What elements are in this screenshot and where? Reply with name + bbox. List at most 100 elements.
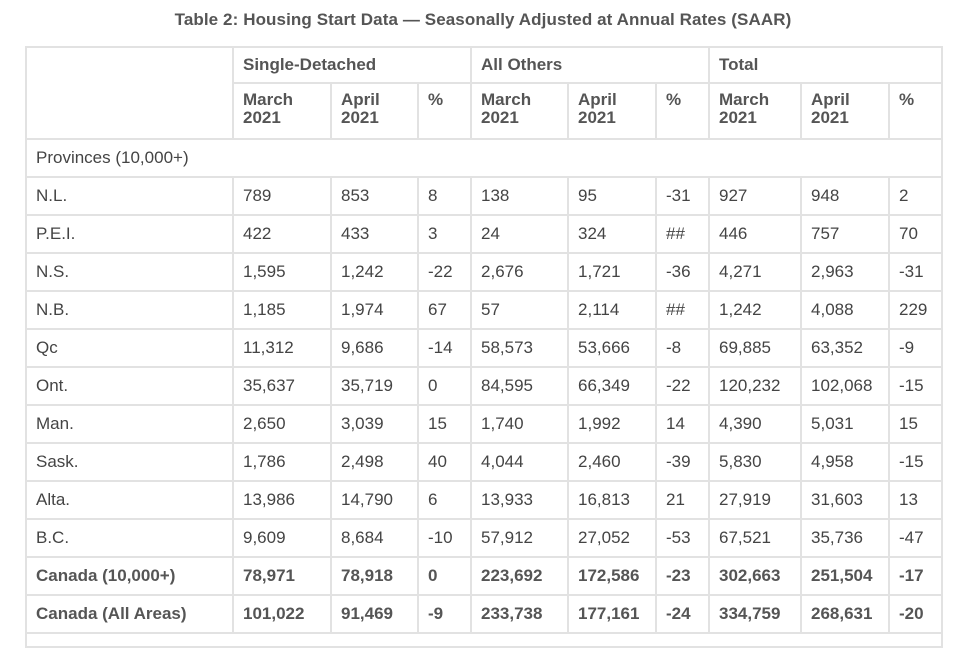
row-label: Alta. xyxy=(25,480,234,520)
table-cell: 24 xyxy=(470,214,570,254)
table-cell: 334,759 xyxy=(708,594,803,634)
period-header: April 2021 xyxy=(800,82,891,140)
period-header: % xyxy=(416,82,473,140)
row-label: Canada (10,000+) xyxy=(25,556,234,596)
table-cell: -24 xyxy=(655,594,711,634)
table-cell: 233,738 xyxy=(470,594,570,634)
table-cell: 422 xyxy=(232,214,332,254)
table-cell: 15 xyxy=(416,404,473,444)
table-cell: 84,595 xyxy=(470,366,570,406)
housing-starts-table: Single-Detached All Others Total March 2… xyxy=(24,46,944,648)
table-cell: 14 xyxy=(655,404,711,444)
table-cell: 2,963 xyxy=(800,252,891,292)
table-cell: ## xyxy=(655,214,711,254)
period-header: March 2021 xyxy=(708,82,803,140)
table-cell: 120,232 xyxy=(708,366,803,406)
table-row: N.B. 1,185 1,974 67 57 2,114 ## 1,242 4,088 229 xyxy=(25,290,944,330)
table-cell: 67 xyxy=(416,290,473,330)
table-cell: 4,958 xyxy=(800,442,891,482)
row-label: P.E.I. xyxy=(25,214,234,254)
table-cell: 1,740 xyxy=(470,404,570,444)
table-cell: -14 xyxy=(416,328,473,368)
table-cell: 66,349 xyxy=(567,366,658,406)
table-cell: 2 xyxy=(888,176,944,216)
table-cell: 268,631 xyxy=(800,594,891,634)
table-cell: -22 xyxy=(655,366,711,406)
table-row: Sask. 1,786 2,498 40 4,044 2,460 -39 5,830 4,958… xyxy=(25,442,944,482)
total-row: Canada (All Areas) 101,022 91,469 -9 233,738… xyxy=(25,594,944,634)
table-cell: 53,666 xyxy=(567,328,658,368)
table-cell: 1,992 xyxy=(567,404,658,444)
table-row: Alta. 13,986 14,790 6 13,933 16,813 21 27,919 31… xyxy=(25,480,944,520)
table-cell: 446 xyxy=(708,214,803,254)
table-cell: 3,039 xyxy=(330,404,419,444)
table-cell: 948 xyxy=(800,176,891,216)
table-cell: 40 xyxy=(416,442,473,482)
table-cell: 9,686 xyxy=(330,328,419,368)
table-cell: 251,504 xyxy=(800,556,891,596)
table-cell: 138 xyxy=(470,176,570,216)
table-cell: 1,786 xyxy=(232,442,332,482)
period-header-label: April 2021 xyxy=(341,90,380,127)
period-header: April 2021 xyxy=(330,82,419,140)
table-row: P.E.I. 422 433 3 24 324 ## 446 757 70 xyxy=(25,214,944,254)
header-group-row: Single-Detached All Others Total xyxy=(25,46,944,140)
table-cell: 91,469 xyxy=(330,594,419,634)
period-header: March 2021 xyxy=(232,82,332,140)
table-cell: 67,521 xyxy=(708,518,803,558)
table-cell: 58,573 xyxy=(470,328,570,368)
table-cell: 853 xyxy=(330,176,419,216)
period-header-label: March 2021 xyxy=(481,90,532,127)
table-cell: 15 xyxy=(888,404,944,444)
row-label: Sask. xyxy=(25,442,234,482)
table-cell: 13 xyxy=(888,480,944,520)
table-cell: -9 xyxy=(888,328,944,368)
table-cell: 324 xyxy=(567,214,658,254)
table-cell: ## xyxy=(655,290,711,330)
column-group-header: Single-Detached xyxy=(231,46,473,84)
period-header-label: % xyxy=(666,90,682,109)
table-cell: -22 xyxy=(416,252,473,292)
table-cell: 63,352 xyxy=(800,328,891,368)
table-cell: 789 xyxy=(232,176,332,216)
table-cell: 57 xyxy=(470,290,570,330)
table-cell: -53 xyxy=(655,518,711,558)
table-cell: 1,974 xyxy=(330,290,419,330)
table-cell: 78,971 xyxy=(232,556,332,596)
period-header-label: % xyxy=(428,90,444,109)
period-header: % xyxy=(655,82,711,140)
table-cell: 2,114 xyxy=(567,290,658,330)
table-cell: 0 xyxy=(416,556,473,596)
header-period-row: March 2021 April 2021 % March 2021 April… xyxy=(26,82,944,140)
row-label: N.B. xyxy=(25,290,234,330)
row-label: Canada (All Areas) xyxy=(25,594,234,634)
table-cell: 27,052 xyxy=(567,518,658,558)
table-cell: 69,885 xyxy=(708,328,803,368)
table-cell: 2,650 xyxy=(232,404,332,444)
table-cell: 2,498 xyxy=(330,442,419,482)
table-cell: 57,912 xyxy=(470,518,570,558)
table-cell: 35,719 xyxy=(330,366,419,406)
table-footer-cell xyxy=(24,632,944,648)
table-cell: 1,242 xyxy=(708,290,803,330)
table-cell: 229 xyxy=(888,290,944,330)
table-cell: 78,918 xyxy=(330,556,419,596)
column-group-header: Total xyxy=(708,46,944,84)
total-row: Canada (10,000+) 78,971 78,918 0 223,692 172,… xyxy=(25,556,944,596)
period-header-label: March 2021 xyxy=(719,90,770,127)
table-cell: -9 xyxy=(416,594,473,634)
table-cell: 172,586 xyxy=(567,556,658,596)
table-cell: 70 xyxy=(888,214,944,254)
period-header-label: April 2021 xyxy=(811,90,850,127)
table-cell: 35,736 xyxy=(800,518,891,558)
table-cell: 223,692 xyxy=(470,556,570,596)
row-label: B.C. xyxy=(25,518,234,558)
table-cell: -8 xyxy=(655,328,711,368)
table-cell: 16,813 xyxy=(567,480,658,520)
period-header-label: March 2021 xyxy=(243,90,294,127)
period-header: April 2021 xyxy=(567,82,658,140)
table-cell: -47 xyxy=(888,518,944,558)
table-cell: 0 xyxy=(416,366,473,406)
table-footer-edge xyxy=(24,632,944,648)
table-cell: 4,044 xyxy=(470,442,570,482)
